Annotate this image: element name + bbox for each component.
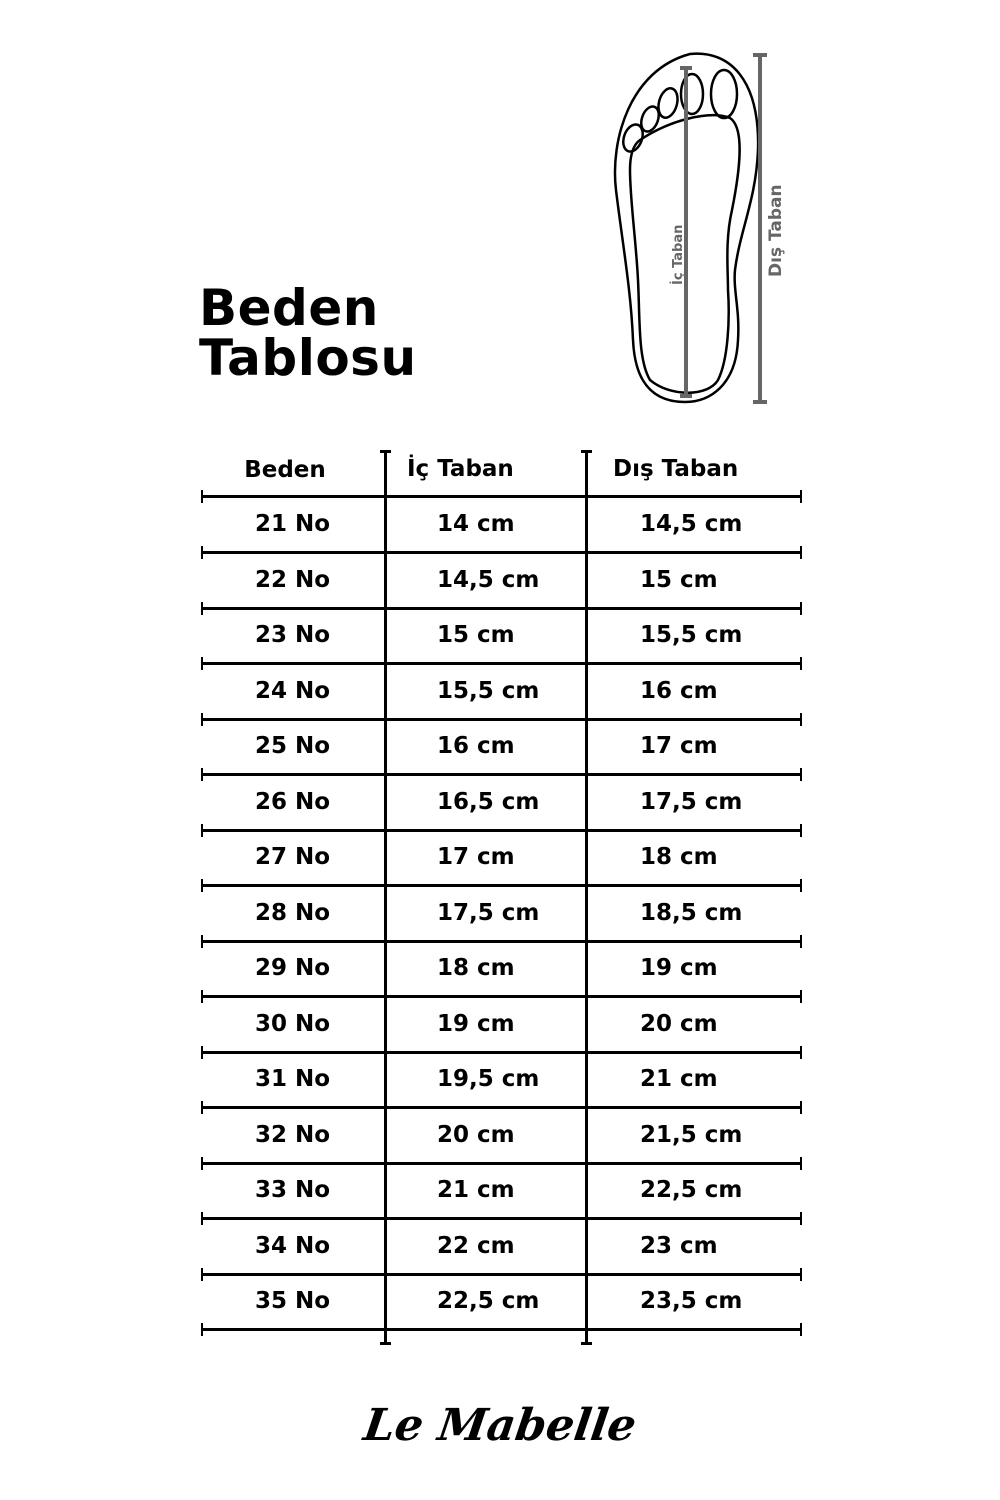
inner-sole-cell: 14,5 cm [437,566,540,593]
outer-sole-cell: 20 cm [640,1010,718,1037]
size-cell: 35 No [254,1288,331,1314]
inner-sole-cell: 16 cm [437,733,515,759]
header-dis-taban: Dış Taban [613,456,739,482]
size-cell: 25 No [254,733,331,759]
inner-sole-cell: 19 cm [437,1010,515,1037]
outer-sole-cell: 21,5 cm [640,1121,743,1148]
title-line-2: Tablosu [199,329,417,387]
size-cell: 21 No [254,511,331,537]
row-divider [201,1156,802,1170]
inner-sole-cell: 17,5 cm [437,899,540,926]
outer-sole-outline [613,52,760,404]
title-line-1: Beden [199,279,379,337]
outer-sole-cell: 16 cm [640,677,718,704]
inner-sole-cell: 15 cm [437,622,515,648]
header-ic-taban: İç Taban [407,456,514,482]
size-cell: 33 No [254,1177,331,1203]
row-divider [201,490,802,503]
size-cell: 32 No [254,1121,331,1148]
size-cell: 28 No [254,899,331,926]
row-divider [201,712,802,726]
outer-sole-label: Dış Taban [766,184,786,277]
toe-icon [640,105,660,133]
inner-sole-cell: 22,5 cm [437,1288,540,1314]
inner-sole-cell: 21 cm [437,1177,515,1203]
toe-icon [657,87,679,119]
size-cell: 27 No [254,844,331,870]
inner-sole-cell: 20 cm [437,1121,515,1148]
outer-sole-cell: 17,5 cm [640,788,743,815]
outer-sole-cell: 23 cm [640,1232,718,1259]
brand-logo: Le Mabelle [360,1400,640,1451]
size-cell: 24 No [254,677,331,704]
inner-sole-cell: 22 cm [437,1232,515,1259]
toe-icon [679,72,705,116]
outer-sole-cell: 23,5 cm [640,1288,743,1314]
toe-icon [622,123,644,153]
row-divider [201,601,802,615]
row-divider [201,823,802,837]
row-divider [201,546,802,559]
inner-sole-cell: 16,5 cm [437,788,540,815]
row-divider [201,1045,802,1059]
inner-sole-cell: 17 cm [437,844,515,870]
size-cell: 23 No [254,622,331,648]
column-divider [380,450,391,1345]
column-divider [581,450,592,1345]
inner-sole-label: İç Taban [670,225,686,285]
row-divider [201,1323,802,1336]
size-cell: 26 No [254,788,331,815]
size-cell: 29 No [254,955,331,981]
outer-sole-cell: 18 cm [640,844,718,870]
size-cell: 31 No [254,1066,331,1092]
size-cell: 30 No [254,1010,331,1037]
inner-sole-cell: 18 cm [437,955,515,981]
outer-sole-cell: 15,5 cm [640,622,743,648]
outer-sole-cell: 19 cm [640,955,718,981]
row-divider [201,657,802,670]
row-divider [201,990,802,1003]
outer-sole-cell: 14,5 cm [640,511,743,537]
size-cell: 22 No [254,566,331,593]
outer-sole-cell: 22,5 cm [640,1177,743,1203]
row-divider [201,1212,802,1225]
outer-sole-cell: 18,5 cm [640,899,743,926]
inner-sole-cell: 15,5 cm [437,677,540,704]
size-cell: 34 No [254,1232,331,1259]
row-divider [201,768,802,781]
inner-sole-cell: 19,5 cm [437,1066,540,1092]
inner-sole-cell: 14 cm [437,511,515,537]
toe-icon [709,68,739,120]
outer-sole-cell: 21 cm [640,1066,718,1092]
row-divider [201,934,802,948]
outer-sole-cell: 17 cm [640,733,718,759]
row-divider [201,1267,802,1281]
page-title: Beden Tablosu [199,283,417,383]
inner-sole-outline [628,114,741,394]
row-divider [201,1101,802,1114]
foot-sole-measurement-icon: İç Taban Dış Taban [613,52,786,404]
header-beden: Beden [244,457,326,483]
outer-sole-cell: 15 cm [640,566,718,593]
row-divider [201,879,802,892]
